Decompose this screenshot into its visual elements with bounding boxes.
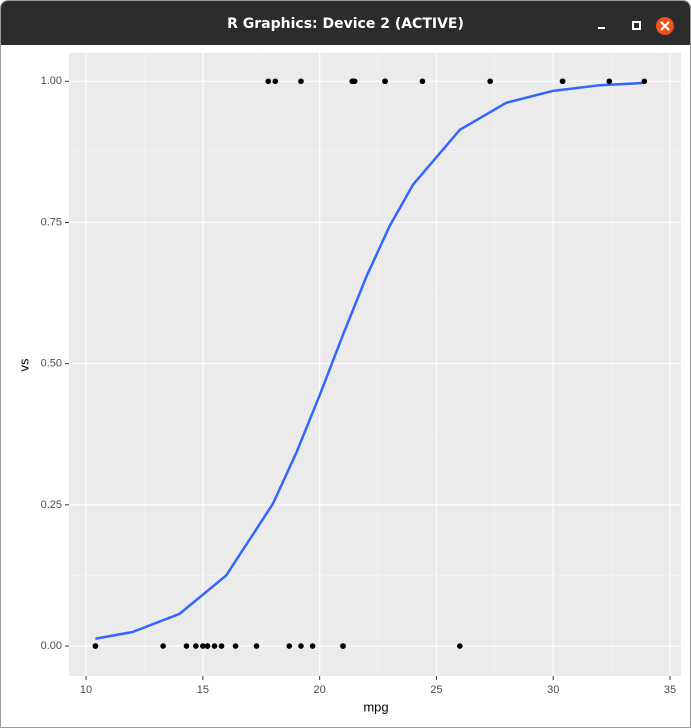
point [298, 78, 304, 85]
y-axis-label: vs [16, 358, 31, 372]
point [309, 643, 316, 649]
point [211, 643, 218, 649]
y-tick-label: 0.75 [41, 216, 62, 228]
fit-curve [95, 81, 645, 640]
x-tick-label: 35 [664, 684, 676, 696]
maximize-button[interactable] [632, 21, 641, 30]
point [606, 78, 613, 85]
close-button[interactable] [656, 17, 674, 35]
window-controls [598, 17, 674, 35]
point [160, 643, 166, 649]
point [382, 78, 388, 85]
title-bar: R Graphics: Device 2 (ACTIVE) [1, 1, 690, 45]
point [456, 643, 463, 649]
x-tick-label: 20 [314, 684, 326, 696]
point [253, 643, 260, 649]
y-tick-label: 0.00 [41, 640, 62, 652]
y-tick-label: 1.00 [41, 75, 62, 87]
point [204, 643, 211, 649]
point [298, 643, 304, 649]
point [218, 643, 225, 649]
y-tick-label: 0.50 [41, 358, 62, 370]
point [349, 78, 356, 85]
x-tick-label: 10 [80, 684, 92, 696]
point [92, 643, 99, 649]
point [200, 643, 206, 649]
x-tick-label: 25 [430, 684, 442, 696]
point [193, 643, 199, 649]
x-axis-label: mpg [363, 699, 388, 714]
window-title: R Graphics: Device 2 (ACTIVE) [227, 16, 464, 32]
panel [69, 53, 681, 676]
point [232, 643, 239, 649]
point [183, 643, 190, 649]
point [559, 78, 566, 85]
point [641, 78, 648, 85]
point [265, 78, 272, 85]
x-tick-label: 30 [547, 684, 559, 696]
chart: mpg vs 10 15 20 25 30 35 0.00 0.25 0.50 0.75 1.00 [16, 53, 681, 714]
point [286, 643, 293, 649]
y-tick-label: 0.25 [41, 499, 62, 511]
x-tick-label: 15 [197, 684, 209, 696]
point [340, 643, 346, 649]
point [487, 78, 493, 85]
point [272, 78, 279, 85]
point [419, 78, 426, 85]
